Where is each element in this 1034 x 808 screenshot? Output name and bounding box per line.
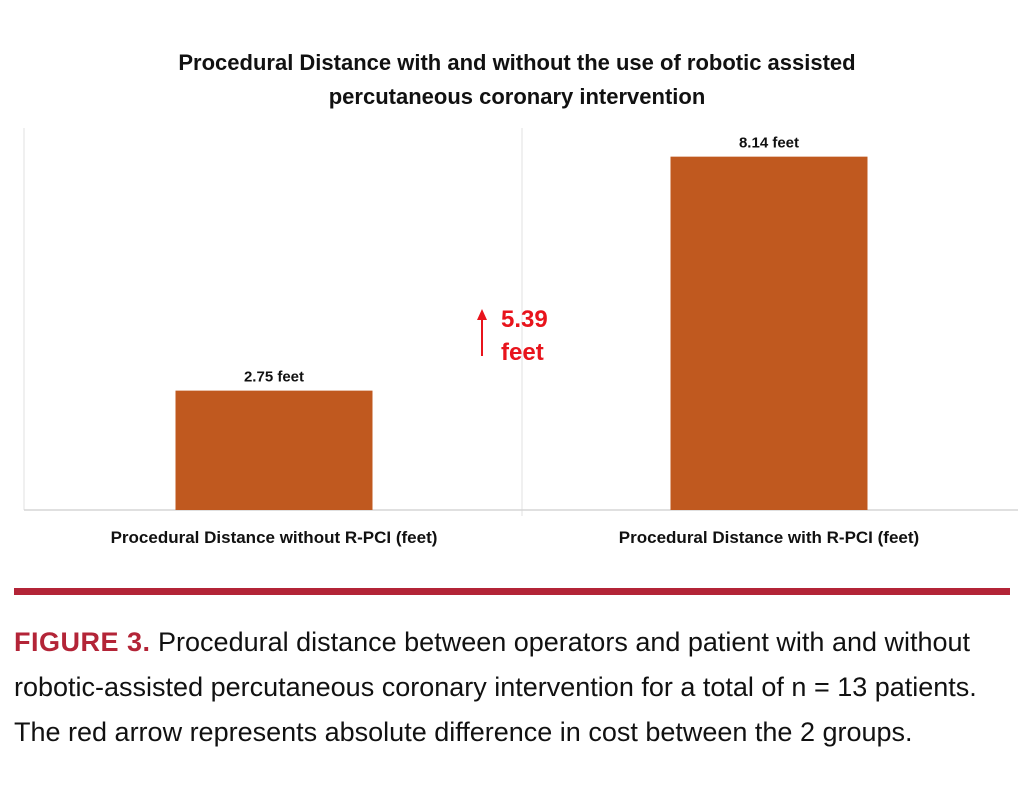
data-label-2: 8.14 feet [739,135,799,152]
category-label-2: Procedural Distance with R-PCI (feet) [619,528,919,547]
chart-title: Procedural Distance with and without the… [0,46,1034,114]
difference-unit: feet [501,339,544,366]
difference-annotation: 5.39 feet [477,306,548,366]
chart-title-line-1: Procedural Distance with and without the… [178,50,856,75]
difference-value: 5.39 [501,306,548,333]
bar-1 [175,390,373,510]
bar-chart: 2.75 feet Procedural Distance without R-P… [23,128,1018,547]
category-label-1: Procedural Distance without R-PCI (feet) [111,528,438,547]
caption-text: Procedural distance between operators an… [14,627,977,747]
figure-caption: FIGURE 3. Procedural distance between op… [14,620,1014,755]
caption-divider [14,588,1010,595]
difference-arrow-head [477,309,487,320]
data-label-1: 2.75 feet [244,369,304,386]
caption-label: FIGURE 3. [14,627,151,657]
bar-2 [670,156,868,510]
chart-title-line-2: percutaneous coronary intervention [328,84,706,109]
